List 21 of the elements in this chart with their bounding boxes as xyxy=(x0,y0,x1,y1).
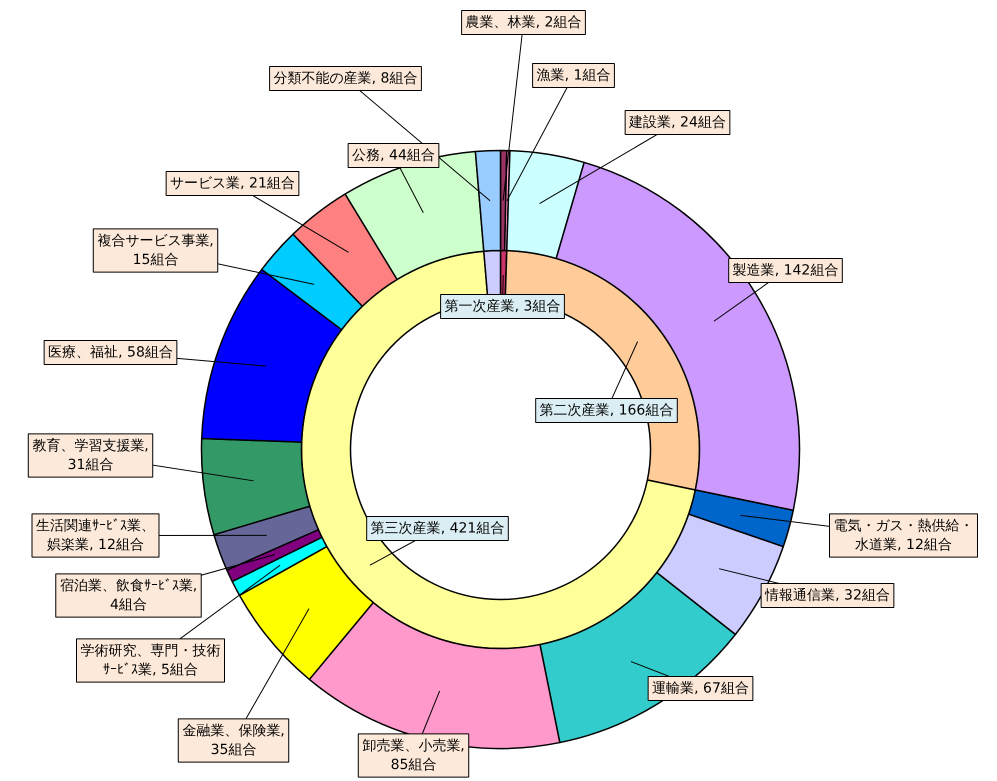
data-label: サービス業, 21組合 xyxy=(170,176,295,192)
data-label: 漁業, 1組合 xyxy=(536,68,610,84)
data-label: 情報通信業, 32組合 xyxy=(764,588,890,604)
data-label: 電気・ガス・熱供給・水道業, 12組合 xyxy=(834,518,974,554)
data-label: 卸売業、小売業, 85組合 xyxy=(362,738,465,774)
data-label: 建設業, 24組合 xyxy=(628,114,726,130)
data-label: 宿泊業、飲食ｻｰﾋﾞｽ業, 4組合 xyxy=(60,578,198,614)
data-label: 公務, 44組合 xyxy=(352,148,435,164)
data-label: 第二次産業, 166組合 xyxy=(540,402,674,418)
data-label: 生活関連ｻｰﾋﾞｽ業、娯楽業, 12組合 xyxy=(36,518,155,554)
data-label: 分類不能の産業, 8組合 xyxy=(274,70,418,86)
data-label: 学術研究、専門・技術ｻｰﾋﾞｽ業, 5組合 xyxy=(80,642,220,678)
data-label: 製造業, 142組合 xyxy=(732,262,838,278)
data-label: 農業、林業, 2組合 xyxy=(466,14,582,30)
data-label: 複合サービス事業, 15組合 xyxy=(97,232,214,268)
data-label: 運輸業, 67組合 xyxy=(652,680,749,696)
data-label: 金融業、保険業, 35組合 xyxy=(182,722,285,758)
data-label: 教育、学習支援業, 31組合 xyxy=(32,436,149,474)
data-label: 第一次産業, 3組合 xyxy=(444,298,560,314)
data-label: 医療、福祉, 58組合 xyxy=(48,344,173,360)
data-label: 第三次産業, 421組合 xyxy=(370,520,504,536)
